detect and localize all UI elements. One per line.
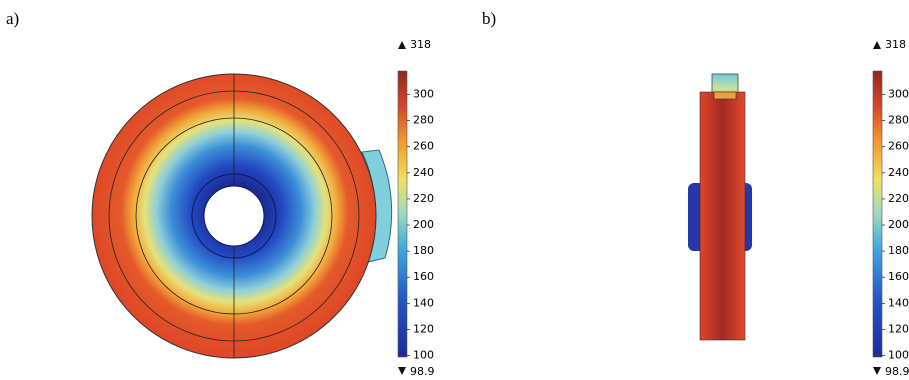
tick-label: 260 (413, 140, 434, 153)
colorbar (873, 71, 882, 357)
tick-label: 120 (413, 322, 434, 335)
tick-label: 160 (413, 270, 434, 283)
tick-label: 180 (413, 244, 434, 257)
colorbar-min: 98.9 (410, 365, 435, 378)
colorbar-max: 318 (410, 38, 431, 51)
tick-label: 280 (413, 114, 434, 127)
tick-label: 100 (413, 349, 434, 362)
max-marker (398, 41, 406, 49)
tick-label: 300 (413, 87, 434, 100)
tick-label: 100 (888, 349, 909, 362)
tick-label: 240 (888, 166, 909, 179)
tick-label: 140 (888, 296, 909, 309)
tick-label: 200 (413, 218, 434, 231)
panel-label: b) (482, 9, 496, 28)
panel-label: a) (6, 9, 19, 28)
tick-label: 280 (888, 114, 909, 127)
tick-label: 220 (888, 192, 909, 205)
tick-label: 140 (413, 296, 434, 309)
side-plot (688, 74, 752, 340)
tick-label: 240 (413, 166, 434, 179)
min-marker (873, 367, 881, 375)
colorbar (398, 71, 407, 357)
disk-plot (92, 74, 392, 358)
colorbar-min: 98.9 (885, 365, 909, 378)
tick-label: 200 (888, 218, 909, 231)
max-marker (873, 41, 881, 49)
tick-label: 220 (413, 192, 434, 205)
figure: a) b) 318 98.9 100 120 140 160 180 200 220 240 260… (0, 0, 909, 380)
min-marker (398, 367, 406, 375)
tick-label: 260 (888, 140, 909, 153)
tick-label: 180 (888, 244, 909, 257)
tick-label: 300 (888, 87, 909, 100)
tick-label: 160 (888, 270, 909, 283)
tick-label: 120 (888, 322, 909, 335)
colorbar-max: 318 (885, 38, 906, 51)
